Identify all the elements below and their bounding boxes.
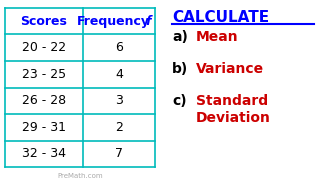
Text: 29 - 31: 29 - 31	[22, 121, 66, 134]
Text: a): a)	[172, 30, 188, 44]
Text: 23 - 25: 23 - 25	[22, 68, 66, 81]
Text: 32 - 34: 32 - 34	[22, 147, 66, 160]
Text: c): c)	[172, 94, 187, 108]
Text: f: f	[146, 15, 151, 28]
Text: Mean: Mean	[196, 30, 239, 44]
Text: CALCULATE: CALCULATE	[172, 10, 269, 25]
Text: 3: 3	[115, 94, 123, 107]
Text: Variance: Variance	[196, 62, 264, 76]
Text: b): b)	[172, 62, 188, 76]
Text: 6: 6	[115, 41, 123, 54]
Text: Frequency: Frequency	[76, 15, 149, 28]
Text: 7: 7	[115, 147, 123, 160]
Text: PreMath.com: PreMath.com	[57, 173, 103, 179]
Text: 20 - 22: 20 - 22	[22, 41, 66, 54]
Text: 26 - 28: 26 - 28	[22, 94, 66, 107]
Text: 4: 4	[115, 68, 123, 81]
Text: Scores: Scores	[20, 15, 68, 28]
Text: Standard
Deviation: Standard Deviation	[196, 94, 271, 125]
Text: 2: 2	[115, 121, 123, 134]
